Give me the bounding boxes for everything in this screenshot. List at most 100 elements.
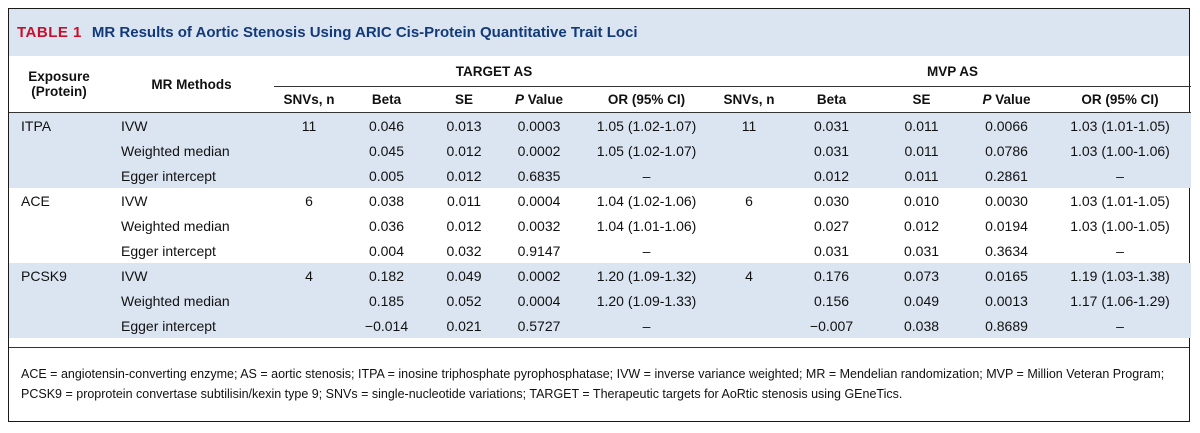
mvp-se-cell: 0.073 <box>879 263 965 288</box>
exposure-cell: PCSK9 <box>9 263 109 288</box>
method-cell: Weighted median <box>109 288 274 313</box>
target-snvs-cell <box>274 163 344 188</box>
target-p-cell: 0.0002 <box>499 263 579 288</box>
mvp-beta-cell: 0.027 <box>813 217 850 234</box>
exposure-cell <box>9 238 109 263</box>
mvp-p-cell: 0.0165 <box>964 263 1050 288</box>
mvp-or-cell: 1.03 (1.01-1.05) <box>1070 192 1170 209</box>
header-target-se: SE <box>429 86 499 113</box>
mvp-beta-cell: 0.031 <box>784 112 880 138</box>
table-frame: TABLE 1 MR Results of Aortic Stenosis Us… <box>8 8 1192 422</box>
mvp-beta-cell: 0.031 <box>813 242 850 259</box>
target-or-cell: 1.05 (1.02-1.07) <box>579 112 715 138</box>
header-target-snvs: SNVs, n <box>274 86 344 113</box>
target-beta-cell: 0.038 <box>368 192 405 209</box>
exposure-cell: ITPA <box>9 112 109 138</box>
target-p-cell: 0.0032 <box>517 217 561 234</box>
mvp-beta-cell: −0.007 <box>784 313 880 338</box>
mvp-snvs-cell <box>714 288 785 313</box>
target-p-cell: 0.6835 <box>499 163 579 188</box>
method-cell: Egger intercept <box>109 163 274 188</box>
method-cell: Weighted median <box>109 138 274 163</box>
mvp-beta-cell: 0.031 <box>784 138 880 163</box>
target-beta-cell: 0.046 <box>344 112 429 138</box>
header-target-beta: Beta <box>344 86 429 113</box>
mvp-or-cell: 1.19 (1.03-1.38) <box>1049 263 1192 288</box>
mvp-se-cell: 0.011 <box>879 112 965 138</box>
header-mvp-beta: Beta <box>784 86 880 113</box>
exposure-cell <box>9 288 109 313</box>
target-snvs-cell: 6 <box>305 192 313 209</box>
mvp-beta-cell: 0.030 <box>813 192 850 209</box>
mvp-se-cell: 0.012 <box>903 217 940 234</box>
mvp-p-cell: 0.0194 <box>985 217 1028 234</box>
mvp-or-cell: 1.03 (1.00-1.05) <box>1070 217 1170 234</box>
method-cell: IVW <box>121 192 148 209</box>
mvp-p-cell: 0.0786 <box>964 138 1050 163</box>
method-cell: IVW <box>109 263 274 288</box>
target-snvs-cell <box>274 213 344 238</box>
table-row: Weighted median 0.185 0.052 0.0004 1.20 (1.0… <box>9 288 1192 313</box>
mvp-p-cell: 0.2861 <box>964 163 1050 188</box>
exposure-cell <box>9 213 109 238</box>
exposure-cell <box>9 163 109 188</box>
target-or-cell: – <box>579 313 715 338</box>
target-snvs-cell <box>274 288 344 313</box>
mvp-snvs-cell: 6 <box>745 192 753 209</box>
table-title: MR Results of Aortic Stenosis Using ARIC… <box>91 24 638 41</box>
header-mvp-p: P Value <box>964 86 1050 113</box>
table-row: ITPA IVW 11 0.046 0.013 0.0003 1.05 (1.02-1.07… <box>9 112 1192 138</box>
method-cell: Egger intercept <box>109 313 274 338</box>
target-snvs-cell: 11 <box>274 112 344 138</box>
target-se-cell: 0.049 <box>429 263 499 288</box>
table-title-bar: TABLE 1 MR Results of Aortic Stenosis Us… <box>9 9 1189 56</box>
mvp-p-cell: 0.0030 <box>985 192 1028 209</box>
exposure-cell <box>9 313 109 338</box>
target-beta-cell: 0.005 <box>344 163 429 188</box>
mvp-or-cell: – <box>1049 163 1192 188</box>
target-p-cell: 0.5727 <box>499 313 579 338</box>
method-cell: IVW <box>109 112 274 138</box>
target-p-cell: 0.0002 <box>499 138 579 163</box>
exposure-cell: ACE <box>21 192 50 209</box>
target-p-cell: 0.0003 <box>499 112 579 138</box>
mvp-or-cell: – <box>1116 242 1124 259</box>
target-se-cell: 0.012 <box>429 138 499 163</box>
header-target-or: OR (95% CI) <box>579 86 715 113</box>
target-p-cell: 0.9147 <box>517 242 561 259</box>
mvp-snvs-cell <box>714 213 784 238</box>
mvp-or-cell: – <box>1049 313 1192 338</box>
target-beta-cell: −0.014 <box>344 313 429 338</box>
mvp-se-cell: 0.049 <box>879 288 965 313</box>
target-snvs-cell <box>274 138 344 163</box>
target-beta-cell: 0.036 <box>368 217 405 234</box>
mvp-beta-cell: 0.012 <box>784 163 880 188</box>
mvp-p-cell: 0.0066 <box>964 112 1050 138</box>
target-se-cell: 0.013 <box>429 112 499 138</box>
mvp-se-cell: 0.011 <box>879 138 965 163</box>
header-exposure: Exposure (Protein) <box>9 56 109 113</box>
target-snvs-cell <box>274 238 344 263</box>
table-row: Egger intercept 0.005 0.012 0.6835–0.012 0.0… <box>9 163 1192 188</box>
mvp-p-cell: 0.3634 <box>985 242 1028 259</box>
mvp-p-cell: 0.8689 <box>964 313 1050 338</box>
target-or-cell: – <box>642 242 651 259</box>
method-cell: Egger intercept <box>121 242 216 259</box>
target-beta-cell: 0.185 <box>344 288 429 313</box>
mvp-beta-cell: 0.176 <box>784 263 880 288</box>
target-se-cell: 0.032 <box>446 242 482 259</box>
mvp-snvs-cell <box>714 138 785 163</box>
mvp-snvs-cell <box>714 163 785 188</box>
table-row: PCSK9 IVW 4 0.182 0.049 0.0002 1.20 (1.09-1.32… <box>9 263 1192 288</box>
header-mvp-as: MVP AS <box>714 56 1192 87</box>
mvp-or-cell: 1.17 (1.06-1.29) <box>1049 288 1192 313</box>
table-row: ACE IVW 6 0.038 0.011 0.0004 1.04 (1.02-1.06) 6… <box>9 188 1191 213</box>
target-se-cell: 0.052 <box>429 288 499 313</box>
target-beta-cell: 0.004 <box>368 242 405 259</box>
mvp-snvs-cell: 11 <box>714 112 785 138</box>
target-snvs-cell: 4 <box>274 263 344 288</box>
mvp-snvs-cell: 4 <box>714 263 785 288</box>
target-or-cell: 1.20 (1.09-1.33) <box>579 288 715 313</box>
mvp-snvs-cell <box>714 238 784 263</box>
target-snvs-cell <box>274 313 344 338</box>
